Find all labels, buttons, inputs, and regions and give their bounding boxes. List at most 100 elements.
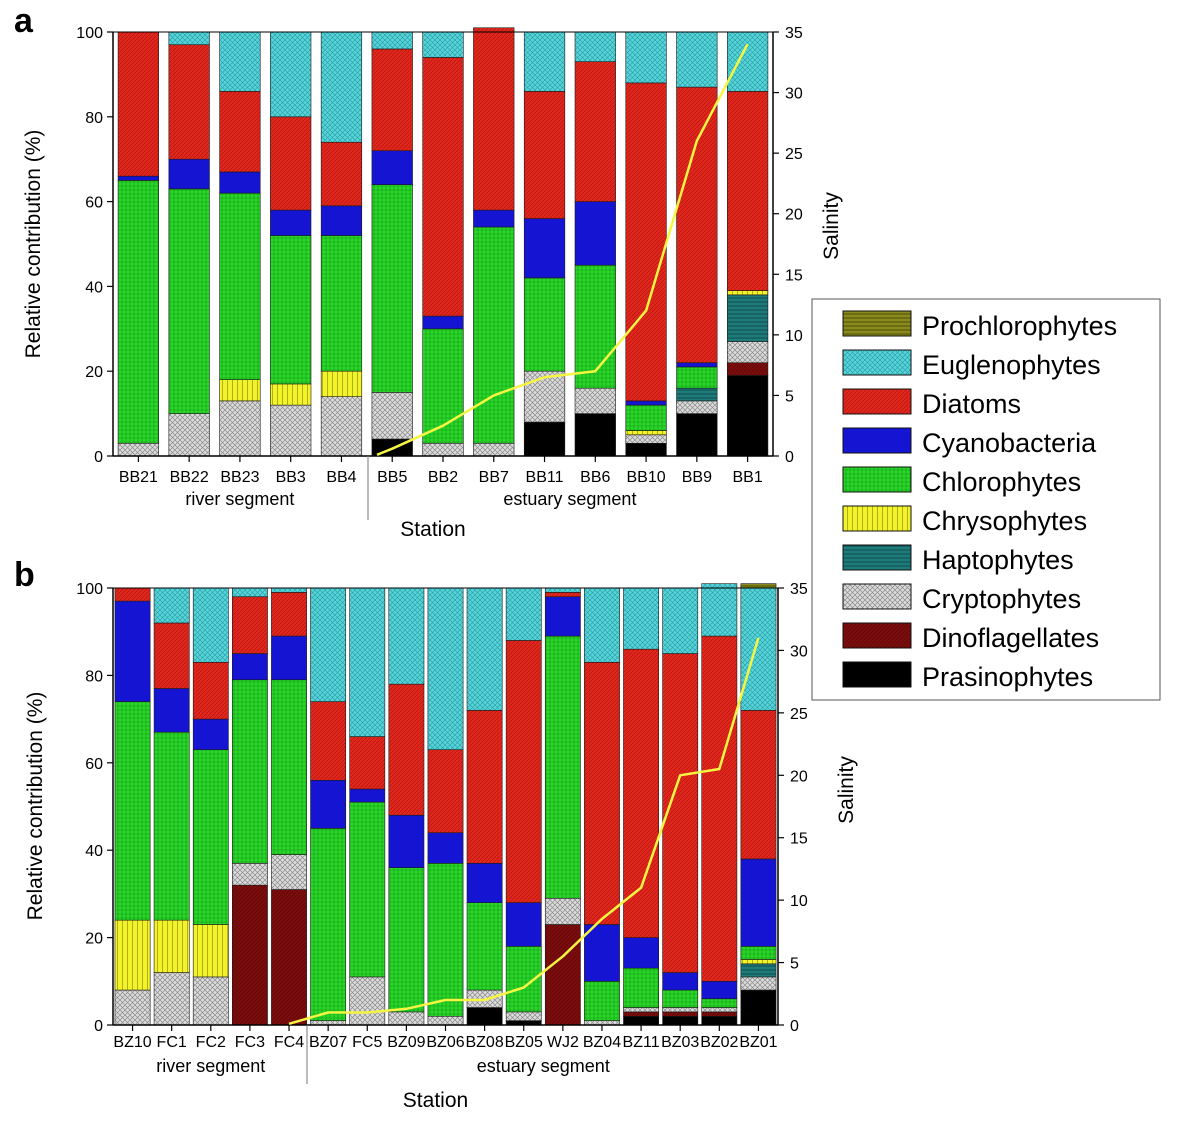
bar-bb6-cryptophytes bbox=[574, 387, 616, 414]
segment-label-estuary-segment: estuary segment bbox=[477, 1056, 610, 1076]
bar-bb22-cryptophytes bbox=[168, 413, 210, 457]
bar-fc3-chlorophytes bbox=[232, 679, 268, 864]
legend-label-prochlorophytes: Prochlorophytes bbox=[922, 311, 1117, 341]
bar-bb5-chlorophytes bbox=[371, 184, 413, 393]
bar-bz10-diatoms bbox=[114, 587, 151, 602]
bar-bz11-euglenophytes bbox=[623, 587, 659, 650]
bar-wj2-chlorophytes bbox=[544, 635, 581, 899]
y2-tick-label-0: 0 bbox=[785, 449, 794, 466]
segment-label-river-segment: river segment bbox=[156, 1056, 265, 1076]
bar-bb3-chlorophytes bbox=[270, 235, 312, 385]
legend-label-haptophytes: Haptophytes bbox=[922, 545, 1074, 575]
bar-bb1-dinoflagellates bbox=[727, 362, 769, 376]
y-tick-label-60: 60 bbox=[85, 756, 103, 773]
bar-bb10-prasinophytes bbox=[625, 442, 667, 457]
bar-fc5-chlorophytes bbox=[349, 801, 386, 978]
bar-bz02-dinoflagellates bbox=[701, 1011, 738, 1017]
bar-wj2-cryptophytes bbox=[544, 897, 581, 925]
legend-label-cyanobacteria: Cyanobacteria bbox=[922, 428, 1097, 458]
bar-bb2-cryptophytes bbox=[422, 442, 464, 457]
y-tick-label-100: 100 bbox=[76, 25, 103, 42]
bar-fc1-chrysophytes bbox=[153, 919, 190, 973]
bar-bb4-chrysophytes bbox=[320, 370, 363, 397]
y2-tick-label-15: 15 bbox=[790, 831, 808, 848]
legend: Prochlorophytes Euglenophytes Diatoms Cyano… bbox=[811, 298, 1161, 701]
bar-bb22-chlorophytes bbox=[168, 188, 210, 414]
bar-bz02-cryptophytes bbox=[701, 1007, 738, 1013]
bar-bb11-cryptophytes bbox=[523, 370, 566, 423]
bar-bz01-cyanobacteria bbox=[740, 858, 777, 947]
category-label-bb5: BB5 bbox=[377, 469, 407, 486]
bar-fc2-chrysophytes bbox=[192, 924, 229, 978]
bar-bb5-cyanobacteria bbox=[371, 150, 413, 185]
y-tick-label-20: 20 bbox=[85, 931, 103, 948]
bar-bz08-euglenophytes bbox=[466, 587, 503, 711]
bar-bz09-cryptophytes bbox=[388, 1011, 425, 1026]
legend-label-cryptophytes: Cryptophytes bbox=[922, 584, 1081, 614]
bar-bz11-chlorophytes bbox=[623, 967, 659, 1008]
y2-tick-label-15: 15 bbox=[785, 267, 803, 284]
bar-bb11-cyanobacteria bbox=[523, 218, 566, 279]
category-label-fc1: FC1 bbox=[157, 1034, 187, 1051]
category-label-bz02: BZ02 bbox=[700, 1034, 738, 1051]
bar-bb1-haptophytes bbox=[727, 294, 769, 342]
category-label-fc3: FC3 bbox=[235, 1034, 265, 1051]
bar-bz01-euglenophytes bbox=[740, 587, 777, 711]
category-label-bb10: BB10 bbox=[627, 469, 666, 486]
bar-bz10-chrysophytes bbox=[114, 919, 151, 991]
bar-bz01-haptophytes bbox=[740, 963, 777, 978]
y2-tick-label-20: 20 bbox=[785, 207, 803, 224]
category-label-bz08: BZ08 bbox=[465, 1034, 503, 1051]
y-tick-label-40: 40 bbox=[85, 279, 103, 296]
y2-tick-label-0: 0 bbox=[790, 1018, 799, 1035]
category-label-bb11: BB11 bbox=[526, 469, 564, 486]
legend-swatch-haptophytes bbox=[842, 544, 912, 571]
bar-bb21-chlorophytes bbox=[117, 180, 159, 444]
bar-wj2-cyanobacteria bbox=[544, 596, 581, 637]
bar-bz01-chrysophytes bbox=[740, 959, 777, 965]
bar-bz10-cyanobacteria bbox=[114, 600, 151, 702]
bar-bz05-euglenophytes bbox=[505, 587, 542, 641]
legend-swatch-prasinophytes bbox=[842, 661, 912, 688]
bar-bb3-cyanobacteria bbox=[270, 209, 312, 236]
legend-label-chrysophytes: Chrysophytes bbox=[922, 506, 1087, 536]
bar-bb6-cyanobacteria bbox=[574, 201, 616, 266]
bar-bz02-chlorophytes bbox=[701, 998, 738, 1008]
category-label-bb1: BB1 bbox=[732, 469, 762, 486]
bar-fc4-cryptophytes bbox=[271, 854, 307, 890]
category-label-bb9: BB9 bbox=[682, 469, 712, 486]
legend-swatch-chlorophytes bbox=[842, 466, 912, 493]
bar-bb23-chlorophytes bbox=[219, 192, 261, 380]
bar-fc1-diatoms bbox=[153, 622, 190, 689]
bar-bz06-chlorophytes bbox=[427, 863, 464, 1017]
y2-tick-label-10: 10 bbox=[785, 328, 803, 345]
legend-label-prasinophytes: Prasinophytes bbox=[922, 662, 1093, 692]
category-label-bz05: BZ05 bbox=[505, 1034, 543, 1051]
bar-bz04-chlorophytes bbox=[584, 980, 620, 1021]
legend-swatch-cryptophytes bbox=[842, 583, 912, 610]
y-axis-title: Relative contribution (%) bbox=[24, 692, 47, 921]
bar-bz05-diatoms bbox=[505, 640, 542, 903]
y2-tick-label-10: 10 bbox=[790, 893, 808, 910]
category-label-bz10: BZ10 bbox=[113, 1034, 151, 1051]
bar-bz09-cyanobacteria bbox=[388, 814, 425, 868]
category-label-bz09: BZ09 bbox=[387, 1034, 425, 1051]
bar-fc4-dinoflagellates bbox=[271, 889, 307, 1026]
bar-bz07-diatoms bbox=[310, 701, 347, 781]
bar-bz07-euglenophytes bbox=[310, 587, 347, 702]
bar-bb2-diatoms bbox=[422, 57, 464, 317]
bar-fc2-cryptophytes bbox=[192, 976, 229, 1026]
legend-label-chlorophytes: Chlorophytes bbox=[922, 467, 1081, 497]
bar-fc2-euglenophytes bbox=[192, 587, 229, 663]
bar-fc1-chlorophytes bbox=[153, 731, 190, 921]
category-label-wj2: WJ2 bbox=[547, 1034, 579, 1051]
bar-bb5-euglenophytes bbox=[371, 31, 413, 50]
y-tick-label-40: 40 bbox=[85, 843, 103, 860]
bar-fc5-diatoms bbox=[349, 736, 386, 790]
bar-bb9-haptophytes bbox=[676, 387, 718, 402]
category-label-bz06: BZ06 bbox=[426, 1034, 464, 1051]
bar-bz01-cryptophytes bbox=[740, 976, 777, 991]
bar-bb22-cyanobacteria bbox=[168, 158, 210, 190]
legend-swatch-dinoflagellates bbox=[842, 622, 912, 649]
